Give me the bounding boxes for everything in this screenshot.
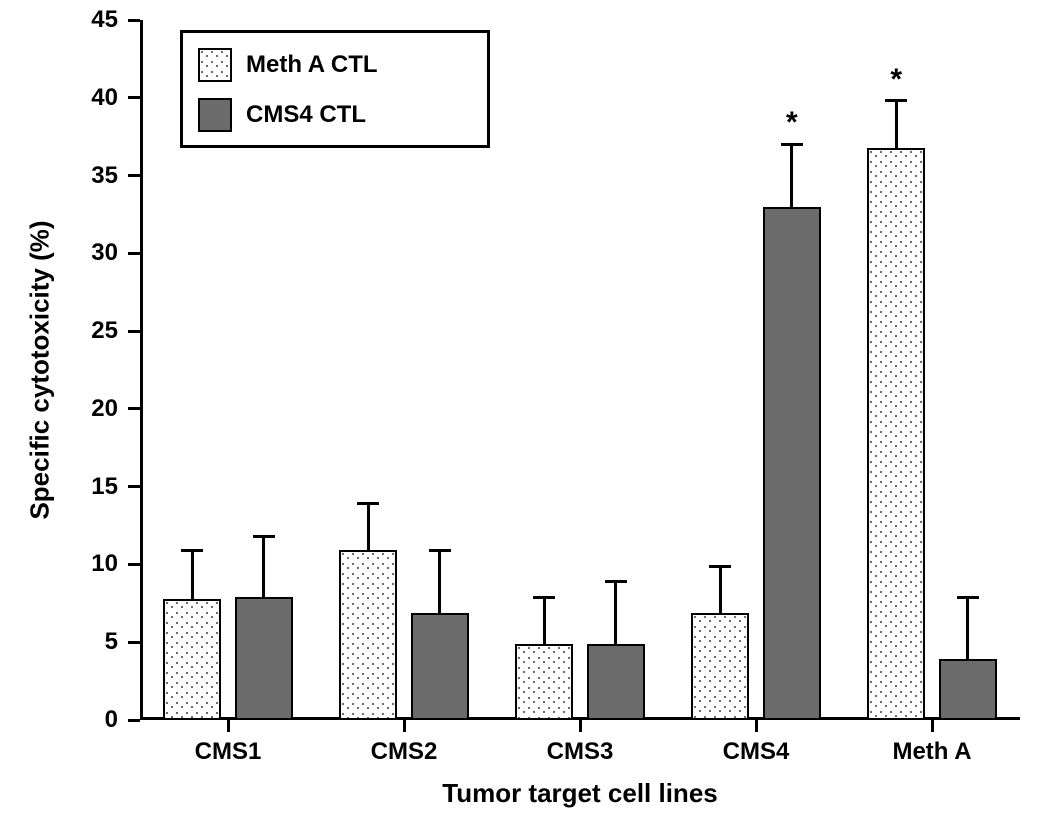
legend-swatch: [198, 98, 232, 132]
error-bar-cap: [605, 580, 627, 583]
y-tick-label: 5: [0, 628, 118, 656]
y-tick-mark: [128, 19, 140, 22]
error-bar-stem: [438, 550, 441, 612]
y-tick-mark: [128, 174, 140, 177]
y-tick-label: 15: [0, 473, 118, 501]
y-tick-mark: [128, 252, 140, 255]
error-bar-stem: [895, 101, 898, 148]
y-tick-label: 25: [0, 317, 118, 345]
bar-cms4-ctl-meth-a: [939, 659, 998, 720]
error-bar-stem: [262, 536, 265, 597]
y-tick-label: 30: [0, 239, 118, 267]
y-tick-label: 45: [0, 6, 118, 34]
error-bar-stem: [614, 582, 617, 644]
y-tick-label: 35: [0, 162, 118, 190]
error-bar-stem: [543, 597, 546, 644]
y-tick-mark: [128, 330, 140, 333]
bar-cms4-ctl-cms3: [587, 644, 646, 720]
y-tick-mark: [128, 641, 140, 644]
x-axis-title: Tumor target cell lines: [442, 778, 717, 809]
x-tick-mark: [579, 720, 582, 732]
significance-star: *: [786, 106, 798, 140]
y-tick-mark: [128, 485, 140, 488]
bar-meth-a-ctl-cms3: [515, 644, 574, 720]
bar-meth-a-ctl-cms4: [691, 613, 750, 720]
error-bar-cap: [357, 502, 379, 505]
x-tick-mark: [755, 720, 758, 732]
error-bar-cap: [533, 596, 555, 599]
bar-cms4-ctl-cms4: [763, 207, 822, 720]
x-tick-label: Meth A: [892, 738, 971, 766]
x-tick-label: CMS2: [371, 738, 438, 766]
error-bar-cap: [429, 549, 451, 552]
x-tick-mark: [227, 720, 230, 732]
legend-swatch: [198, 48, 232, 82]
y-axis-title: Specific cytotoxicity (%): [25, 220, 56, 519]
y-tick-label: 10: [0, 550, 118, 578]
bar-cms4-ctl-cms1: [235, 597, 294, 720]
y-tick-label: 20: [0, 395, 118, 423]
error-bar-cap: [885, 99, 907, 102]
bar-meth-a-ctl-cms1: [163, 599, 222, 720]
error-bar-stem: [191, 550, 194, 598]
error-bar-stem: [966, 597, 969, 659]
chart-stage: 0 5 10 15 20 25 30 35 40 45 Specific cytotoxicity …: [0, 0, 1050, 826]
y-axis-line: [140, 20, 143, 720]
significance-star: *: [890, 63, 902, 97]
legend-label: Meth A CTL: [246, 51, 378, 79]
y-tick-mark: [128, 407, 140, 410]
error-bar-cap: [253, 535, 275, 538]
x-tick-mark: [403, 720, 406, 732]
bar-meth-a-ctl-meth-a: [867, 148, 926, 720]
bar-meth-a-ctl-cms2: [339, 550, 398, 720]
error-bar-stem: [790, 144, 793, 206]
error-bar-cap: [957, 596, 979, 599]
error-bar-cap: [781, 143, 803, 146]
x-tick-mark: [931, 720, 934, 732]
y-tick-label: 0: [0, 706, 118, 734]
y-tick-mark: [128, 719, 140, 722]
x-tick-label: CMS1: [195, 738, 262, 766]
error-bar-cap: [709, 565, 731, 568]
error-bar-cap: [181, 549, 203, 552]
x-tick-label: CMS3: [547, 738, 614, 766]
error-bar-stem: [719, 566, 722, 613]
error-bar-stem: [367, 504, 370, 551]
y-tick-mark: [128, 96, 140, 99]
x-tick-label: CMS4: [723, 738, 790, 766]
bar-cms4-ctl-cms2: [411, 613, 470, 720]
y-tick-mark: [128, 563, 140, 566]
y-tick-label: 40: [0, 84, 118, 112]
legend-label: CMS4 CTL: [246, 101, 366, 129]
